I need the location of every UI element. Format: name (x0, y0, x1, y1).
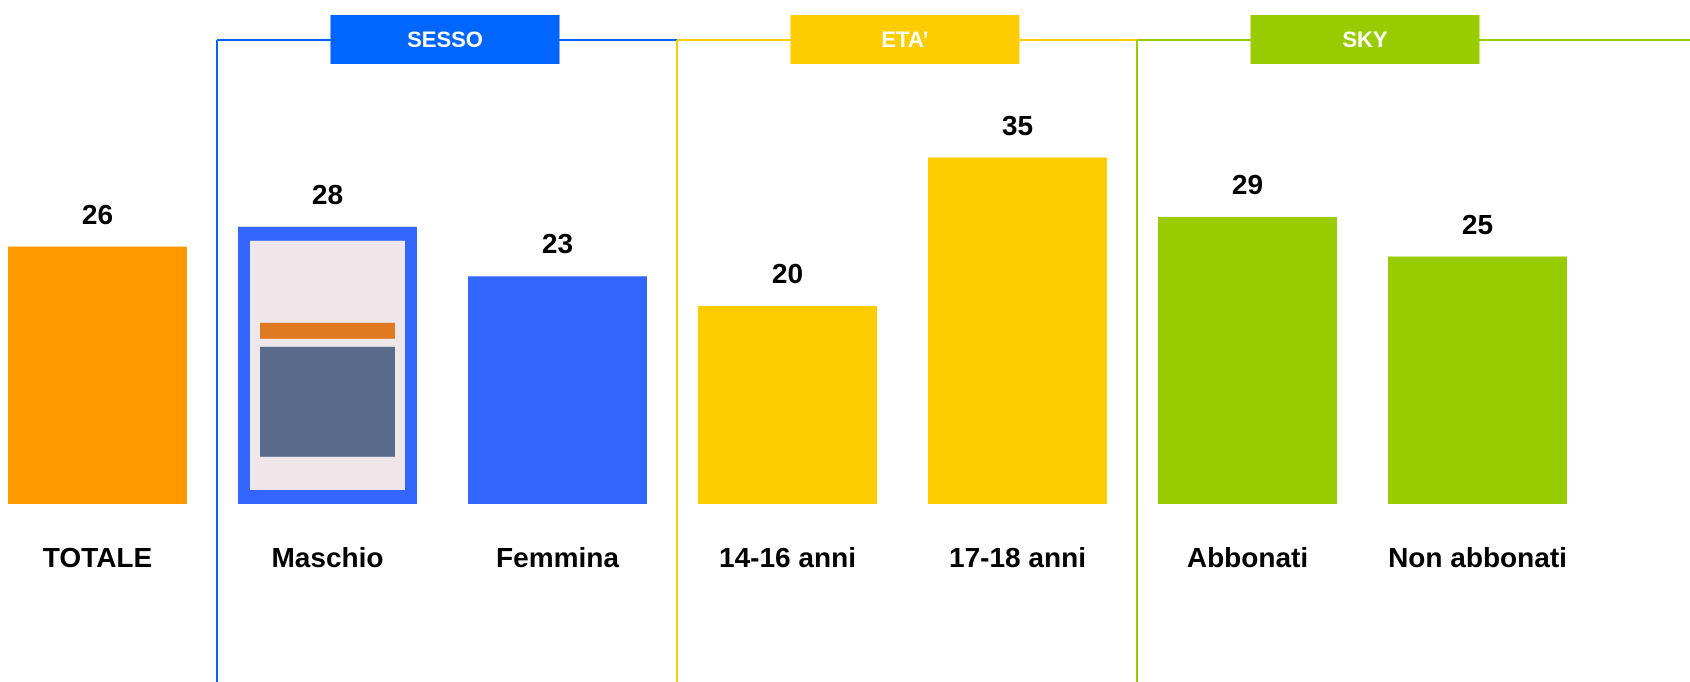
category-label: Maschio (228, 540, 427, 576)
category-label: Non abbonati (1378, 540, 1577, 576)
chart-canvas (0, 0, 1690, 682)
bar (698, 306, 877, 504)
value-label: 28 (238, 177, 417, 213)
value-label: 29 (1158, 167, 1337, 203)
newspaper-photo (260, 347, 395, 457)
value-label: 20 (698, 256, 877, 292)
bar (928, 158, 1107, 505)
bar (1388, 257, 1567, 505)
bar (8, 247, 187, 504)
value-label: 25 (1388, 207, 1567, 243)
category-label: Femmina (458, 540, 657, 576)
newspaper-headline (260, 323, 395, 339)
value-label: 35 (928, 108, 1107, 144)
value-label: 23 (468, 226, 647, 262)
category-label: TOTALE (0, 540, 197, 576)
group-header: SESSO (331, 15, 560, 64)
chart: 26 TOTALE 28 Maschio 23 Femmina 20 14-16 anni 35… (0, 0, 1690, 682)
group-header: ETA’ (791, 15, 1020, 64)
bar (468, 276, 647, 504)
value-label: 26 (8, 197, 187, 233)
category-label: 14-16 anni (688, 540, 887, 576)
group-header: SKY (1251, 15, 1480, 64)
bar (1158, 217, 1337, 504)
category-label: Abbonati (1148, 540, 1347, 576)
category-label: 17-18 anni (918, 540, 1117, 576)
